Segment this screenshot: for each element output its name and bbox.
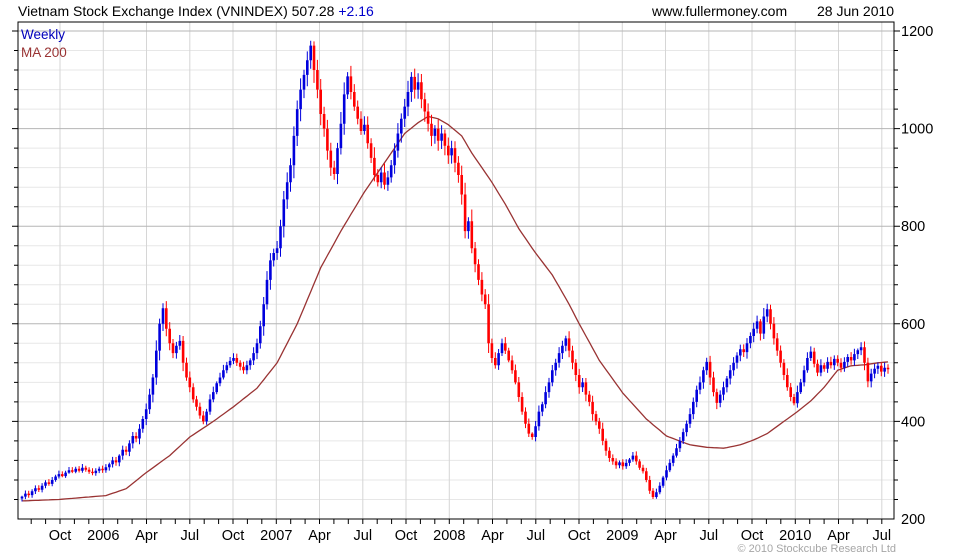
gridlines-vertical bbox=[59, 22, 883, 519]
gridlines-minor bbox=[18, 50, 894, 500]
date-label: 28 Jun 2010 bbox=[817, 3, 895, 19]
y-axis-label: 800 bbox=[901, 219, 925, 235]
up-candle-wicks bbox=[21, 40, 886, 502]
down-candle-wicks bbox=[28, 41, 889, 499]
legend-weekly-label: Weekly bbox=[21, 27, 66, 42]
x-axis-label: Oct bbox=[222, 528, 245, 544]
x-axis-label: Apr bbox=[481, 528, 504, 544]
website-label: www.fullermoney.com bbox=[652, 3, 788, 19]
x-axis-label: Apr bbox=[654, 528, 677, 544]
x-axis-label: Apr bbox=[827, 528, 850, 544]
x-axis-label: Oct bbox=[395, 528, 418, 544]
chart-legend: Weekly MA 200 bbox=[21, 26, 67, 61]
x-axis-label: Jul bbox=[527, 528, 546, 544]
x-axis-label: Jul bbox=[873, 528, 892, 544]
x-axis-label: Jul bbox=[181, 528, 200, 544]
y-axis-label: 1000 bbox=[901, 122, 933, 138]
x-axis-label: 2008 bbox=[433, 528, 465, 544]
x-axis-label: 2007 bbox=[260, 528, 292, 544]
chart-title: Vietnam Stock Exchange Index (VNINDEX) 5… bbox=[18, 3, 374, 19]
x-axis-label: Oct bbox=[568, 528, 591, 544]
legend-ma200-label: MA 200 bbox=[21, 44, 67, 60]
y-axis-label: 200 bbox=[901, 512, 925, 528]
x-axis-label: Jul bbox=[700, 528, 719, 544]
y-axis-label: 600 bbox=[901, 317, 925, 333]
x-axis-label: Apr bbox=[308, 528, 331, 544]
x-axis-label: Oct bbox=[741, 528, 764, 544]
up-candle-bodies bbox=[20, 45, 886, 499]
ma-200-line bbox=[21, 115, 889, 502]
x-axis-label: 2006 bbox=[87, 528, 119, 544]
chart-change-value: +2.16 bbox=[338, 3, 374, 19]
y-axis-label: 1200 bbox=[901, 24, 933, 40]
x-axis-label: 2009 bbox=[606, 528, 638, 544]
down-candle-bodies bbox=[27, 45, 890, 497]
plot-frame bbox=[17, 21, 895, 520]
x-axis-label: Jul bbox=[354, 528, 373, 544]
axis-ticks bbox=[12, 30, 900, 524]
x-axis-label: Apr bbox=[135, 528, 158, 544]
copyright-notice: © 2010 Stockcube Research Ltd bbox=[737, 543, 896, 555]
chart-title-text: Vietnam Stock Exchange Index (VNINDEX) 5… bbox=[18, 3, 335, 19]
x-axis-label: Oct bbox=[49, 528, 72, 544]
x-axis-label: 2010 bbox=[779, 528, 811, 544]
y-axis-label: 400 bbox=[901, 414, 925, 430]
gridlines-major bbox=[18, 30, 894, 422]
